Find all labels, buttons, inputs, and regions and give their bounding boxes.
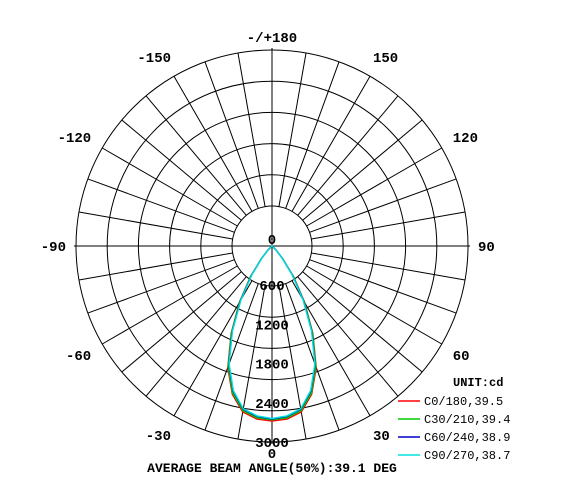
legend-entry: C90/270,38.7	[424, 449, 510, 463]
legend: UNIT:cd C0/180,39.5 C30/210,39.4 C60/240,3…	[398, 376, 510, 463]
legend-entry: C0/180,39.5	[424, 395, 503, 409]
grid-spoke	[102, 265, 238, 345]
grid-spoke	[291, 76, 371, 212]
grid-spoke	[145, 95, 247, 216]
angle-label: -30	[146, 429, 171, 445]
legend-entry: C60/240,38.9	[424, 431, 510, 445]
intensity-curves	[227, 245, 317, 422]
grid-spoke	[78, 252, 233, 281]
grid-spoke	[145, 276, 247, 397]
grid-spoke	[311, 252, 466, 281]
radial-tick-label: 1800	[255, 358, 289, 374]
grid-spoke	[204, 61, 259, 209]
curve-series-3	[228, 245, 316, 420]
grid-spoke	[102, 147, 238, 227]
grid-spoke	[121, 271, 242, 373]
grid-spoke	[297, 276, 399, 397]
grid-spoke	[302, 271, 423, 373]
angle-label: -/+180	[247, 31, 297, 47]
radial-tick-labels: 0 600 1200 1800 2400 3000	[255, 233, 289, 452]
grid-spoke	[278, 52, 307, 207]
angle-label: -150	[137, 51, 171, 67]
grid-spoke	[302, 119, 423, 221]
grid-spoke	[237, 285, 266, 440]
grid-spoke	[121, 119, 242, 221]
angle-label: 30	[373, 429, 390, 445]
grid-spoke	[306, 147, 442, 227]
angle-label: 120	[453, 131, 478, 147]
legend-entry: C30/210,39.4	[424, 413, 510, 427]
grid-spoke	[285, 61, 340, 209]
radial-tick-label: 3000	[255, 436, 289, 452]
grid-spoke	[278, 285, 307, 440]
grid-spoke	[285, 283, 340, 431]
unit-label: UNIT:cd	[453, 376, 503, 390]
angle-label: 150	[373, 51, 398, 67]
grid-spoke	[87, 178, 235, 233]
grid-spoke	[78, 211, 233, 240]
radial-tick-label: 1200	[255, 318, 289, 334]
angle-label: -60	[66, 349, 91, 365]
angle-labels: -/+180 -150 150 -120 120 -90 90 -60 60 -30 30 0	[41, 31, 495, 463]
angle-label: 0	[268, 447, 276, 463]
angle-label: -120	[58, 131, 92, 147]
grid-spoke	[237, 52, 266, 207]
radial-tick-label: 0	[268, 233, 276, 249]
beam-angle-caption: AVERAGE BEAM ANGLE(50%):39.1 DEG	[0, 461, 568, 476]
grid-spoke	[309, 178, 457, 233]
grid-spoke	[309, 259, 457, 314]
grid-spoke	[204, 283, 259, 431]
angle-label: -90	[41, 240, 66, 256]
beam-angle-text: AVERAGE BEAM ANGLE(50%):39.1 DEG	[147, 461, 397, 476]
angle-label: 90	[478, 240, 495, 256]
grid-spoke	[87, 259, 235, 314]
grid-spoke	[173, 76, 253, 212]
grid-spoke	[306, 265, 442, 345]
radial-tick-label: 2400	[255, 397, 289, 413]
radial-tick-label: 600	[259, 279, 284, 295]
grid-spoke	[311, 211, 466, 240]
angle-label: 60	[453, 349, 470, 365]
grid-spoke	[297, 95, 399, 216]
